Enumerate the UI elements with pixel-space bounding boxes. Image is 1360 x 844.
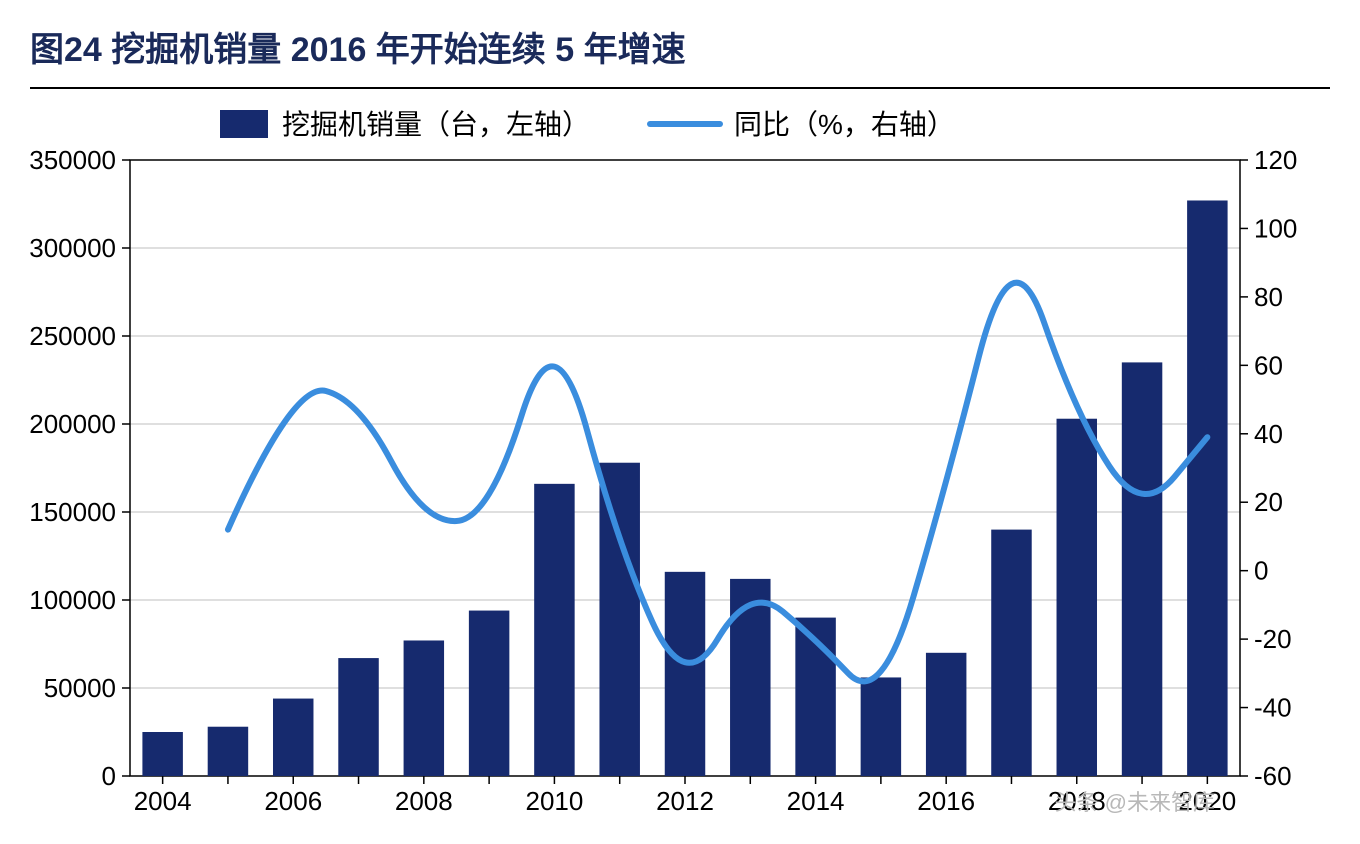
- x-label: 2006: [264, 786, 322, 816]
- y-right-label: -40: [1254, 693, 1292, 723]
- bar: [142, 732, 182, 776]
- x-label: 2016: [917, 786, 975, 816]
- y-right-label: 60: [1254, 350, 1283, 380]
- x-label: 2014: [787, 786, 845, 816]
- legend-bar-swatch: [220, 110, 268, 138]
- y-left-label: 200000: [30, 409, 116, 439]
- y-right-label: 120: [1254, 145, 1297, 175]
- y-left-label: 0: [102, 761, 116, 791]
- bar: [665, 572, 705, 776]
- y-right-label: 40: [1254, 419, 1283, 449]
- bar: [599, 463, 639, 776]
- y-right-label: 80: [1254, 282, 1283, 312]
- y-right-label: -20: [1254, 624, 1292, 654]
- bar: [730, 579, 770, 776]
- legend-bar-label: 挖掘机销量（台，左轴）: [282, 109, 590, 140]
- bar: [1122, 362, 1162, 776]
- y-right-label: 100: [1254, 213, 1297, 243]
- bar: [534, 484, 574, 776]
- bar: [861, 677, 901, 776]
- y-left-label: 300000: [30, 233, 116, 263]
- y-left-label: 150000: [30, 497, 116, 527]
- bar: [1057, 419, 1097, 776]
- title-rule: [30, 87, 1330, 89]
- watermark: 头条 @未来智库: [1055, 790, 1215, 815]
- legend-line-label: 同比（%，右轴）: [734, 109, 955, 140]
- y-right-label: 0: [1254, 556, 1268, 586]
- x-label: 2008: [395, 786, 453, 816]
- bar: [208, 727, 248, 776]
- bar: [1187, 200, 1227, 776]
- chart-title: 图24 挖掘机销量 2016 年开始连续 5 年增速: [30, 31, 686, 69]
- bar: [338, 658, 378, 776]
- x-label: 2004: [134, 786, 192, 816]
- y-left-label: 350000: [30, 145, 116, 175]
- y-right-label: 20: [1254, 487, 1283, 517]
- bar: [273, 699, 313, 776]
- bar: [404, 640, 444, 776]
- y-left-label: 100000: [30, 585, 116, 615]
- bar: [469, 611, 509, 776]
- x-label: 2012: [656, 786, 714, 816]
- y-left-label: 50000: [44, 673, 116, 703]
- chart-svg: 0 50000 100000 150000 200000 250000 300000 3500…: [30, 100, 1330, 826]
- y-left-label: 250000: [30, 321, 116, 351]
- bar: [991, 530, 1031, 776]
- x-label: 2010: [525, 786, 583, 816]
- chart-area: 0 50000 100000 150000 200000 250000 300000 3500…: [30, 100, 1330, 826]
- y-right-label: -60: [1254, 761, 1292, 791]
- bar: [926, 653, 966, 776]
